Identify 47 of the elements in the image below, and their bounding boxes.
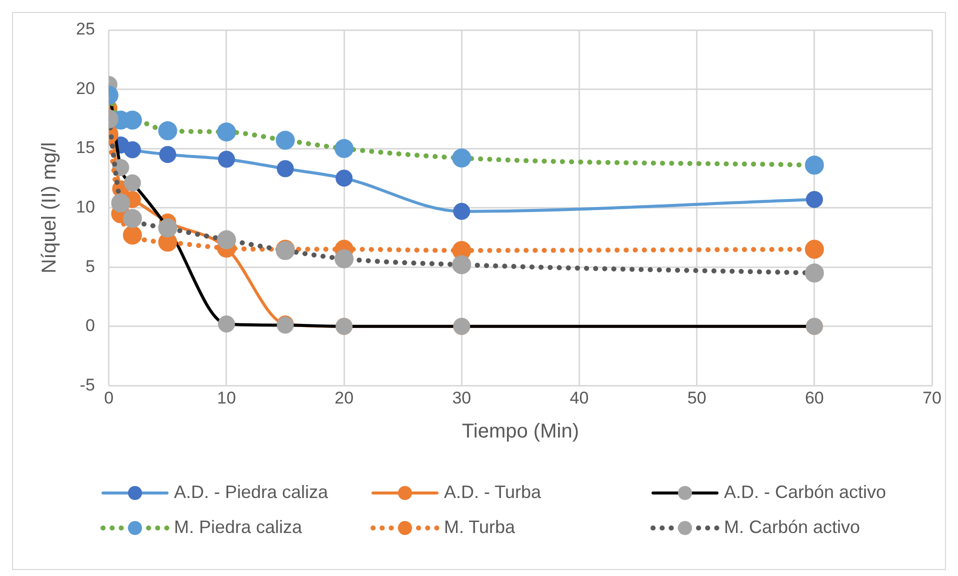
x-tick-label: 10 <box>217 388 236 408</box>
point <box>122 208 142 228</box>
x-tick-label: 30 <box>452 388 472 408</box>
legend-label: A.D. - Piedra caliza <box>174 482 328 503</box>
point <box>159 146 176 163</box>
y-tick-label: 5 <box>85 256 95 276</box>
point <box>276 160 294 178</box>
y-tick-label: 25 <box>76 20 95 39</box>
y-axis-title: Níquel (II) mg/l <box>38 142 61 274</box>
point <box>218 315 235 332</box>
x-axis-title: Tiempo (Min) <box>462 420 579 443</box>
x-tick-label: 50 <box>687 388 706 408</box>
y-tick-label: 0 <box>85 316 95 336</box>
point <box>452 240 472 260</box>
point <box>124 174 141 192</box>
x-tick-label: 20 <box>334 388 354 408</box>
point <box>806 191 823 208</box>
legend-label: A.D. - Turba <box>444 482 542 503</box>
legend-label: A.D. - Carbón activo <box>724 482 886 503</box>
point <box>111 194 130 213</box>
y-tick-label: 20 <box>76 78 95 98</box>
y-tick-label: -5 <box>80 375 95 394</box>
legend-label: M. Piedra caliza <box>174 517 302 538</box>
point <box>336 170 353 187</box>
point <box>216 122 236 142</box>
point <box>452 255 472 274</box>
point <box>218 150 235 168</box>
legend-label: M. Carbón activo <box>724 517 860 538</box>
x-tick-label: 0 <box>104 388 114 408</box>
point <box>804 156 824 175</box>
y-tick-label: 10 <box>76 197 95 216</box>
x-tick-label: 70 <box>922 388 942 408</box>
point <box>158 121 178 140</box>
x-tick-label: 40 <box>570 388 589 408</box>
y-tick-label: 15 <box>76 138 95 158</box>
point <box>334 139 354 158</box>
point <box>452 148 472 168</box>
point <box>453 202 470 220</box>
x-tick-label: 60 <box>804 388 824 408</box>
point <box>276 130 295 150</box>
point <box>122 226 142 245</box>
point <box>804 240 824 259</box>
point <box>334 249 354 268</box>
point <box>216 230 236 250</box>
legend-label: M. Turba <box>444 517 516 538</box>
point <box>124 141 141 158</box>
point <box>804 263 824 282</box>
